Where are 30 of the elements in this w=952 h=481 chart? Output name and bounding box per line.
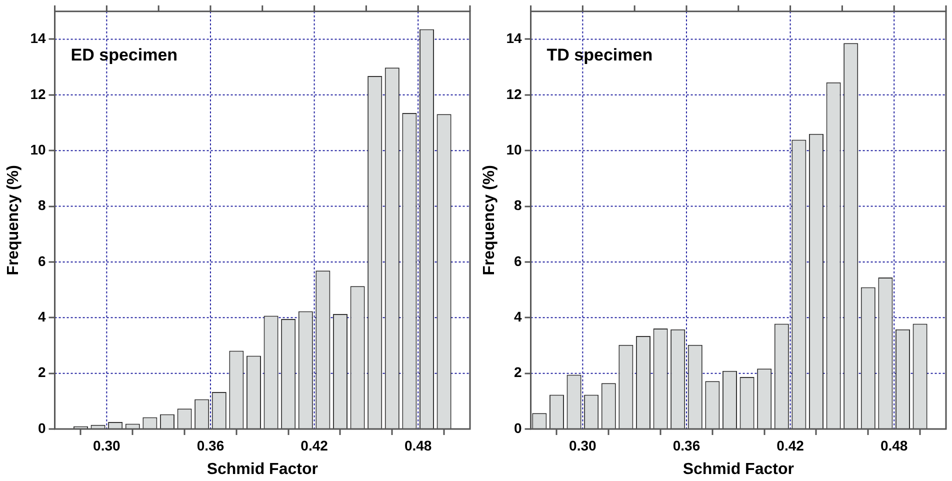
y-tick-label: 8 (514, 197, 522, 214)
y-tick-label: 8 (38, 197, 46, 214)
x-axis-title: Schmid Factor (206, 460, 318, 478)
y-tick-label: 14 (30, 30, 46, 46)
x-tick-label: 0.30 (93, 437, 121, 454)
y-tick-label: 4 (38, 308, 46, 324)
y-tick-label: 2 (38, 364, 46, 380)
y-axis-title: Frequency (%) (5, 165, 22, 276)
y-tick-label: 2 (514, 364, 522, 380)
x-tick-label: 0.36 (196, 437, 224, 454)
x-tick-label: 0.48 (880, 437, 908, 454)
x-tick-label: 0.42 (300, 437, 328, 454)
annotation: ED specimen (70, 46, 178, 65)
annotation: TD specimen (546, 46, 653, 65)
y-tick-label: 4 (514, 308, 522, 324)
y-tick-label: 12 (30, 86, 46, 102)
y-tick-label: 10 (30, 141, 46, 158)
x-tick-label: 0.30 (569, 437, 597, 454)
y-tick-label: 6 (514, 252, 522, 269)
y-tick-label: 10 (506, 141, 522, 158)
y-axis-title: Frequency (%) (481, 165, 498, 276)
y-tick-label: 0 (38, 420, 46, 436)
x-tick-label: 0.36 (672, 437, 700, 454)
y-tick-label: 6 (38, 252, 46, 269)
y-tick-label: 12 (506, 86, 522, 102)
x-tick-label: 0.48 (404, 437, 432, 454)
y-tick-label: 14 (506, 30, 522, 46)
x-tick-label: 0.42 (776, 437, 804, 454)
x-axis-title: Schmid Factor (682, 460, 794, 478)
y-tick-label: 0 (514, 420, 522, 436)
